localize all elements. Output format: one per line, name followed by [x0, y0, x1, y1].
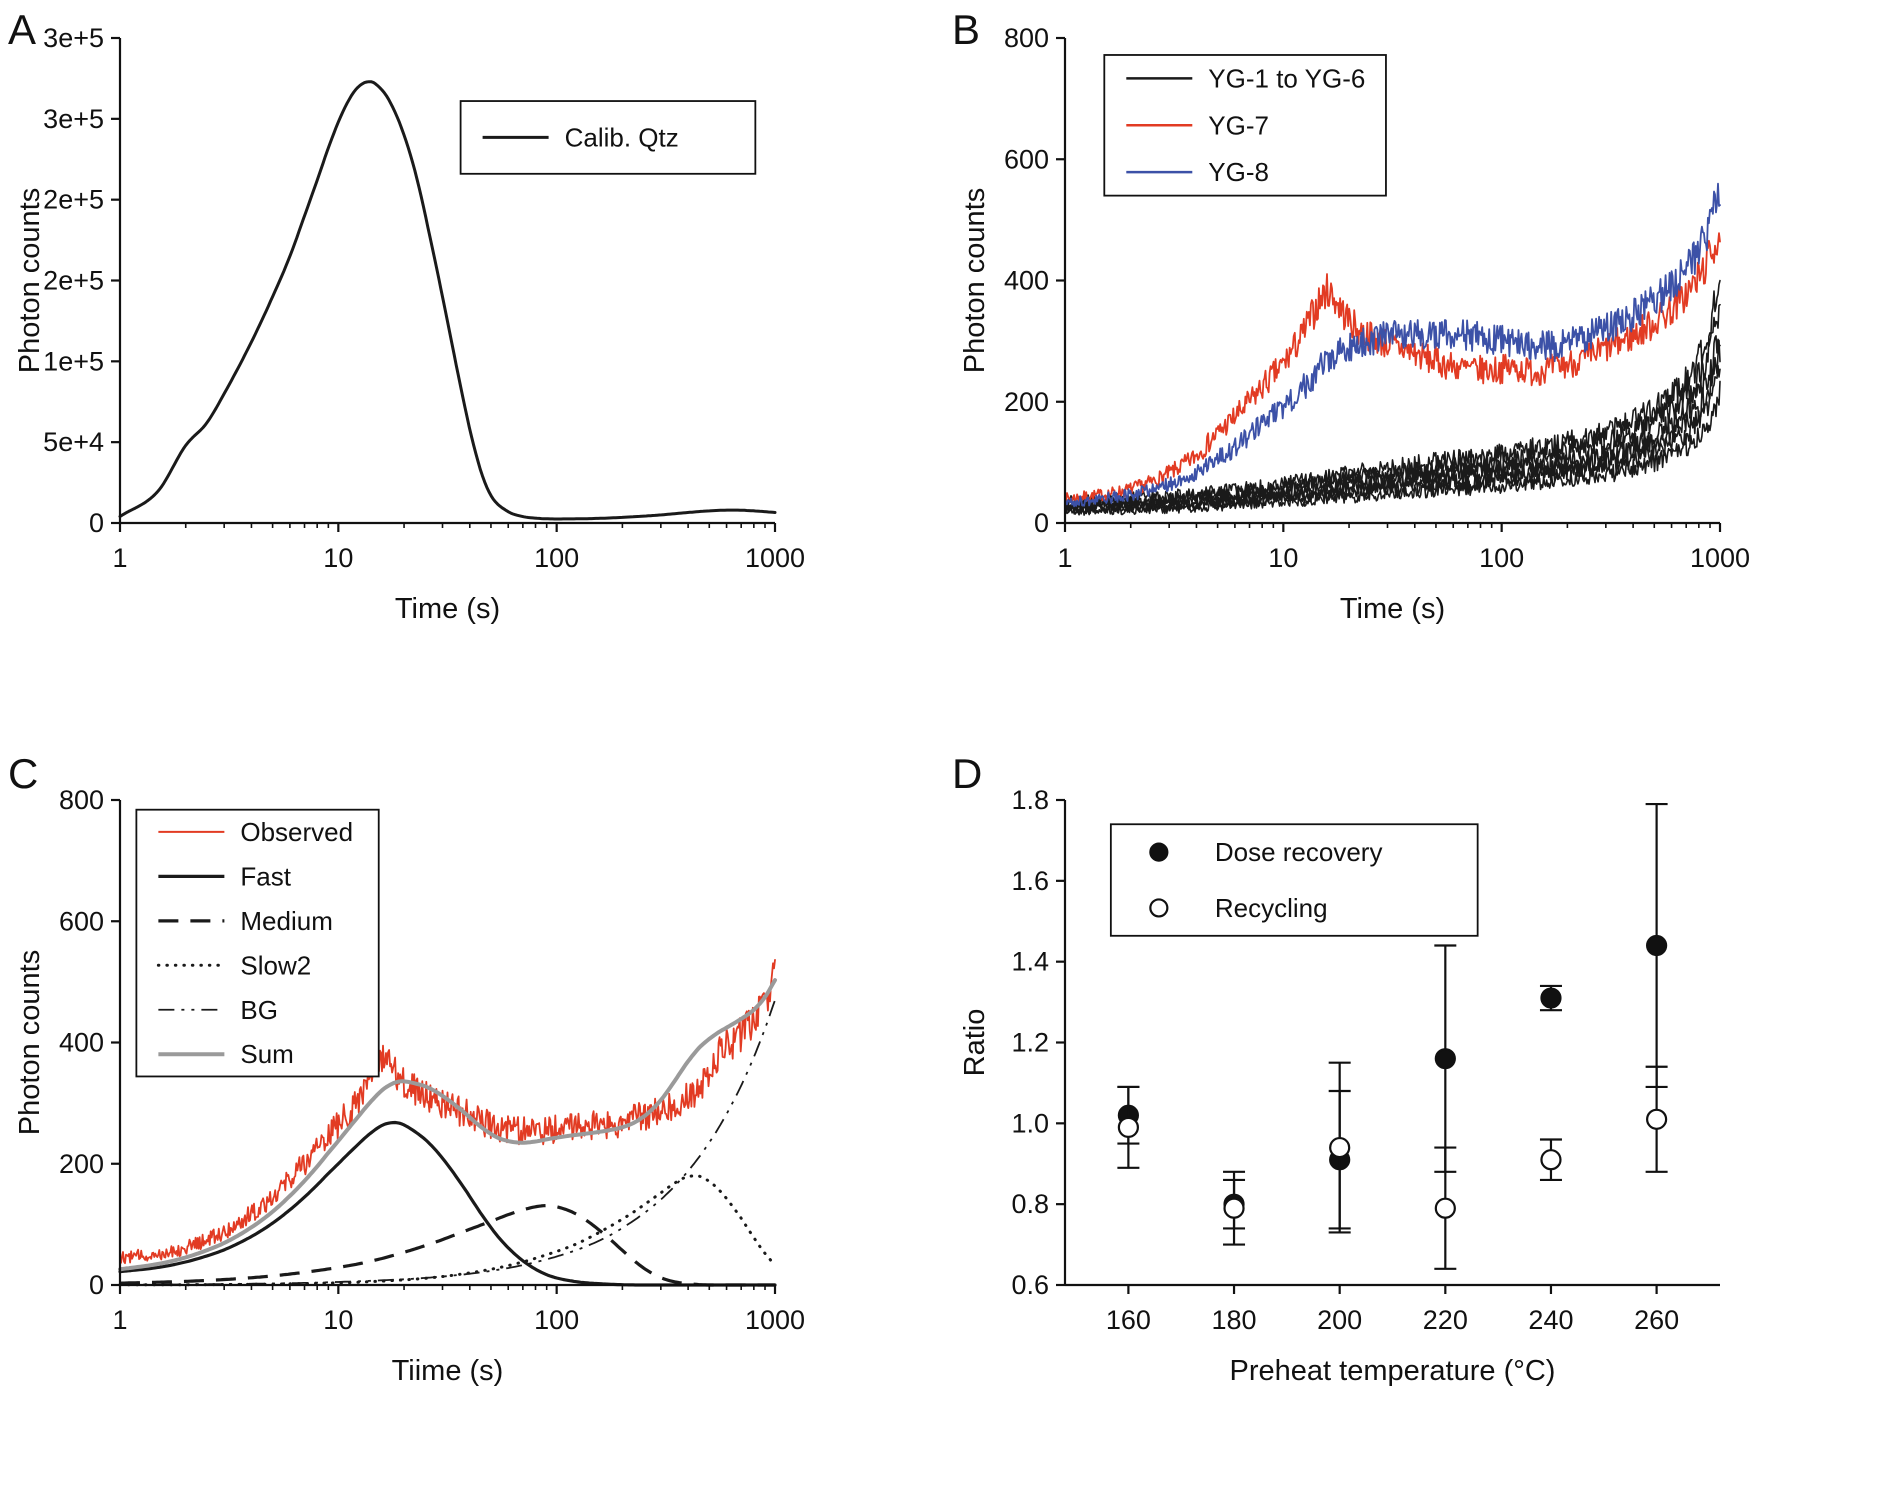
svg-text:800: 800: [59, 785, 104, 815]
panel-b-label: B: [952, 6, 981, 53]
svg-text:200: 200: [59, 1149, 104, 1179]
svg-text:Time (s): Time (s): [1340, 593, 1445, 625]
svg-text:3e+5: 3e+5: [43, 104, 104, 134]
svg-text:600: 600: [1004, 144, 1049, 174]
svg-text:400: 400: [59, 1028, 104, 1058]
svg-text:1.6: 1.6: [1011, 866, 1049, 896]
svg-text:3e+5: 3e+5: [43, 23, 104, 53]
svg-text:1.2: 1.2: [1011, 1028, 1049, 1058]
svg-text:Photon counts: Photon counts: [14, 188, 46, 373]
svg-text:800: 800: [1004, 23, 1049, 53]
svg-text:10: 10: [323, 1305, 353, 1335]
svg-text:100: 100: [534, 1305, 579, 1335]
svg-text:1000: 1000: [745, 1305, 805, 1335]
svg-text:Recycling: Recycling: [1215, 893, 1328, 923]
svg-text:Preheat temperature (°C): Preheat temperature (°C): [1230, 1355, 1556, 1387]
svg-text:0.6: 0.6: [1011, 1270, 1049, 1300]
svg-text:1.8: 1.8: [1011, 785, 1049, 815]
svg-text:200: 200: [1317, 1305, 1362, 1335]
svg-text:1: 1: [112, 543, 127, 573]
panel-b-chart: 0 200 400 600 800 1 10 100 1000 Time (s) Photon co…: [959, 23, 1750, 625]
panel-c-chart: 0 200 400 600 800 1 10 100 1000 Tiime (s) Photon c…: [14, 785, 805, 1387]
svg-text:Fast: Fast: [240, 861, 291, 891]
svg-text:600: 600: [59, 906, 104, 936]
svg-text:1: 1: [112, 1305, 127, 1335]
svg-text:Ratio: Ratio: [959, 1009, 991, 1077]
svg-text:Tiime (s): Tiime (s): [392, 1355, 504, 1387]
panel-a-chart: 0 5e+4 1e+5 2e+5 2e+5 3e+5 3e+5 1 10 100 1000 Time …: [14, 23, 805, 625]
panel-c-label: C: [8, 750, 39, 797]
panel-a-label: A: [8, 6, 37, 53]
svg-text:160: 160: [1106, 1305, 1151, 1335]
svg-text:100: 100: [1479, 543, 1524, 573]
svg-text:200: 200: [1004, 387, 1049, 417]
svg-text:1: 1: [1057, 543, 1072, 573]
svg-text:100: 100: [534, 543, 579, 573]
svg-text:YG-7: YG-7: [1208, 110, 1269, 140]
svg-text:2e+5: 2e+5: [43, 266, 104, 296]
svg-text:1000: 1000: [1690, 543, 1750, 573]
svg-text:BG: BG: [240, 995, 278, 1025]
svg-text:Calib. Qtz: Calib. Qtz: [565, 122, 679, 152]
panel-d-label: D: [952, 750, 983, 797]
svg-text:0: 0: [89, 508, 104, 538]
svg-text:1.0: 1.0: [1011, 1108, 1049, 1138]
svg-text:Sum: Sum: [240, 1039, 293, 1069]
svg-text:0: 0: [1034, 508, 1049, 538]
svg-text:260: 260: [1634, 1305, 1679, 1335]
svg-text:Dose recovery: Dose recovery: [1215, 837, 1383, 867]
svg-text:Observed: Observed: [240, 817, 353, 847]
svg-text:10: 10: [1268, 543, 1298, 573]
svg-text:Slow2: Slow2: [240, 950, 311, 980]
svg-text:0: 0: [89, 1270, 104, 1300]
svg-text:YG-8: YG-8: [1208, 157, 1269, 187]
svg-text:Time (s): Time (s): [395, 593, 500, 625]
svg-text:2e+5: 2e+5: [43, 185, 104, 215]
svg-text:5e+4: 5e+4: [43, 427, 104, 457]
svg-text:YG-1 to YG-6: YG-1 to YG-6: [1208, 63, 1365, 93]
svg-text:400: 400: [1004, 266, 1049, 296]
svg-text:10: 10: [323, 543, 353, 573]
svg-text:240: 240: [1528, 1305, 1573, 1335]
svg-text:1.4: 1.4: [1011, 947, 1049, 977]
svg-text:Medium: Medium: [240, 906, 332, 936]
svg-text:0.8: 0.8: [1011, 1189, 1049, 1219]
svg-text:1000: 1000: [745, 543, 805, 573]
svg-text:220: 220: [1423, 1305, 1468, 1335]
svg-text:180: 180: [1212, 1305, 1257, 1335]
panel-d-chart: 0.6 0.8 1.0 1.2 1.4 1.6 1.8 160 180 200 220 240 260 P…: [959, 785, 1720, 1387]
svg-text:Photon counts: Photon counts: [959, 188, 991, 373]
svg-text:1e+5: 1e+5: [43, 346, 104, 376]
svg-text:Photon counts: Photon counts: [14, 950, 46, 1135]
